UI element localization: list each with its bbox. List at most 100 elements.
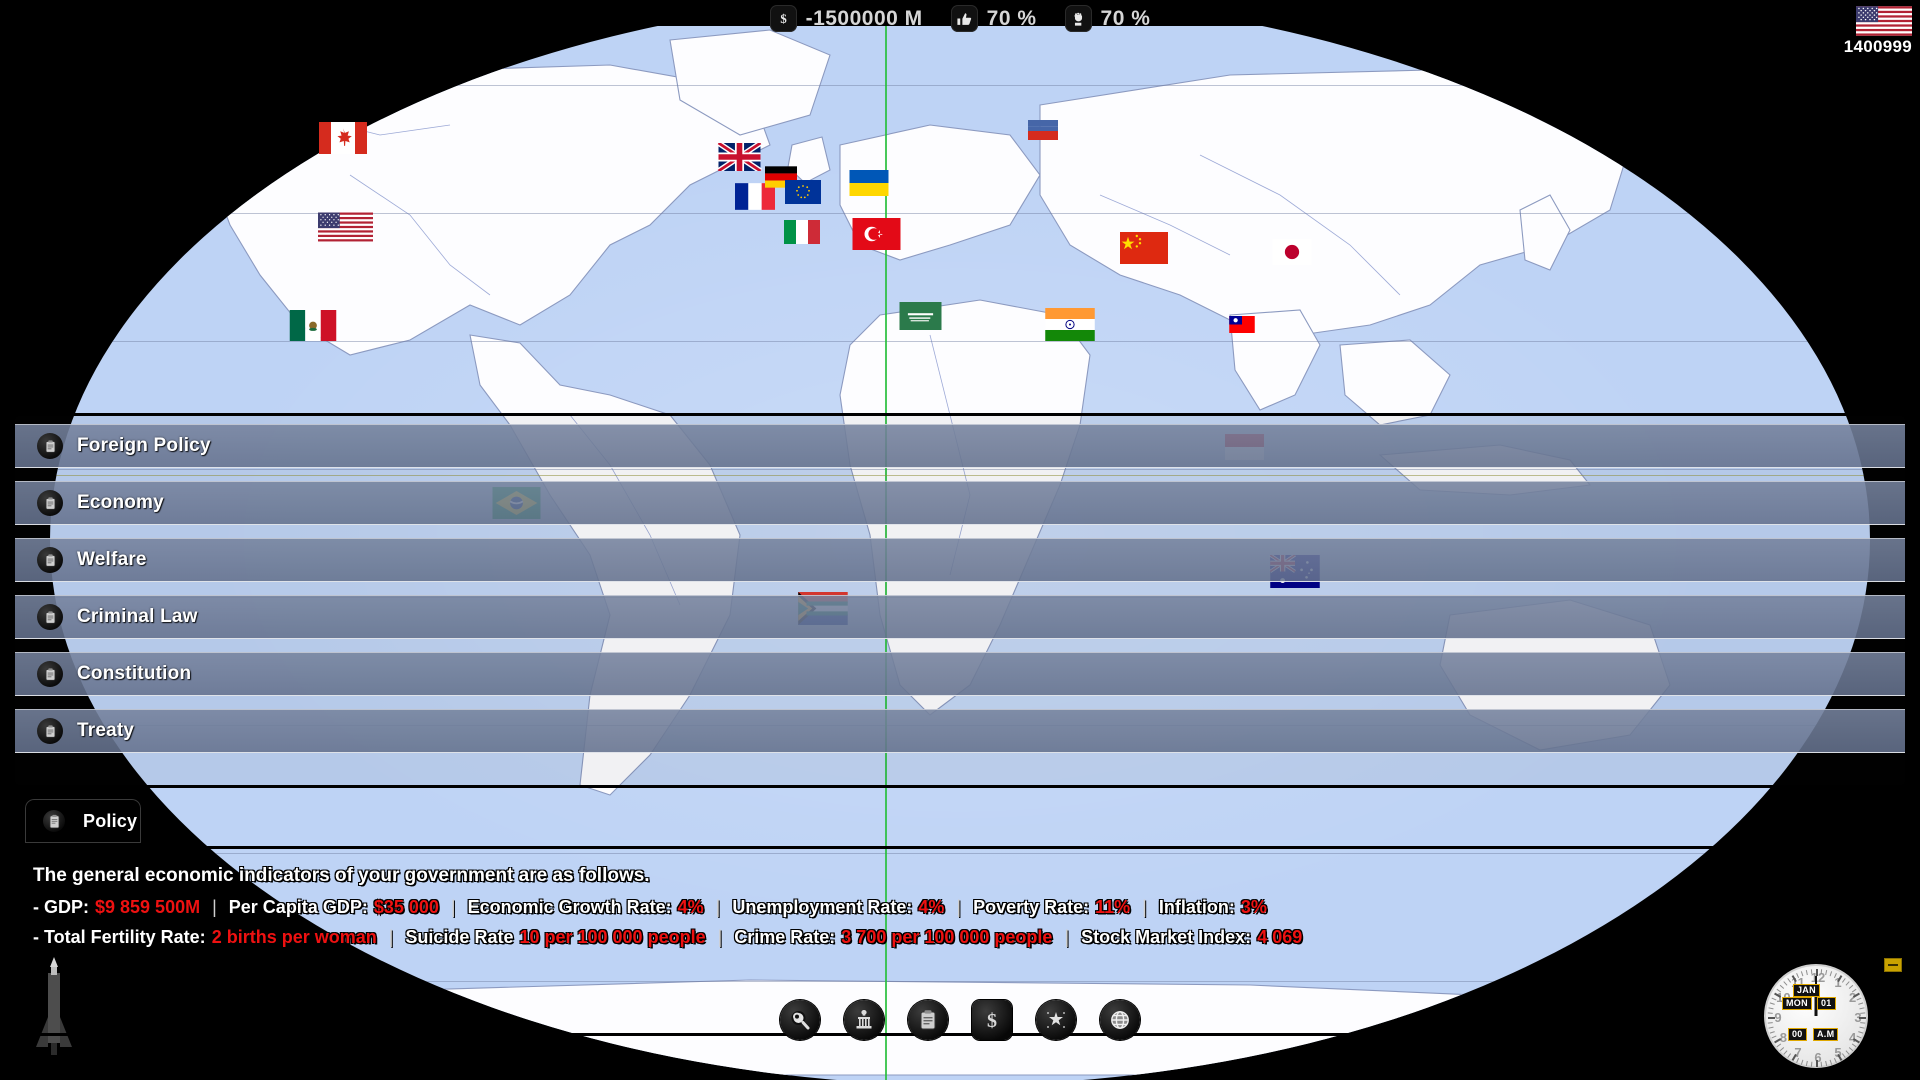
indicator-value: 10 per 100 000 people — [519, 927, 706, 947]
clock-tick — [1800, 1059, 1804, 1065]
clock-tick — [1845, 981, 1850, 986]
clock-tick — [1779, 984, 1785, 989]
map-flag-japan[interactable] — [1271, 239, 1313, 265]
clock-tick — [1859, 1026, 1865, 1029]
indicator-separator: | — [212, 897, 217, 917]
indicator-label: Inflation: — [1158, 897, 1235, 917]
game-clock[interactable]: 121234567891011 JAN MON 01 00 A.M — [1764, 964, 1868, 1068]
indicator-separator: | — [956, 897, 962, 917]
indicator-value: 4 069 — [1257, 927, 1303, 947]
indicator-label: - Total Fertility Rate: — [33, 927, 206, 947]
map-flag-united-kingdom[interactable] — [717, 143, 762, 171]
indicator-label: Unemployment Rate: — [732, 897, 913, 917]
map-flag-russia[interactable] — [1015, 120, 1071, 140]
map-flag-china[interactable] — [1115, 232, 1173, 264]
united-states-flag-icon — [1856, 6, 1912, 36]
menu-item-economy[interactable]: Economy — [15, 481, 1905, 525]
map-flag-germany[interactable] — [765, 164, 797, 190]
menu-item-welfare[interactable]: Welfare — [15, 538, 1905, 582]
indicator-value: 3% — [1240, 897, 1267, 917]
map-flag-european-union[interactable] — [784, 180, 822, 204]
map-flag-taiwan[interactable] — [1228, 316, 1256, 333]
clock-minutes: 00 — [1788, 1028, 1807, 1042]
policy-menu-list: Foreign Policy Economy Welfare Criminal Law… — [15, 424, 1905, 753]
clock-month: JAN — [1793, 984, 1820, 998]
clock-tick — [1805, 969, 1808, 976]
map-flag-united-states[interactable] — [318, 211, 373, 243]
capitol-icon[interactable] — [844, 1000, 884, 1040]
indicator-label: Crime Rate: — [734, 927, 836, 947]
map-flag-canada[interactable] — [318, 122, 368, 154]
clock-numeral: 1 — [1834, 975, 1842, 991]
menu-item-treaty[interactable]: Treaty — [15, 709, 1905, 753]
menu-item-constitution[interactable]: Constitution — [15, 652, 1905, 696]
menu-item-foreign-policy[interactable]: Foreign Policy — [15, 424, 1905, 468]
clock-tick — [1845, 1050, 1850, 1055]
indicator-value: 3 700 per 100 000 people — [841, 927, 1053, 947]
map-flag-mexico[interactable] — [288, 310, 338, 341]
clock-weekday: MON — [1782, 997, 1812, 1011]
menu-item-label: Welfare — [77, 549, 147, 570]
indicator-value: 11% — [1095, 897, 1131, 917]
economic-indicators-panel: The general economic indicators of your … — [12, 846, 1908, 1036]
clock-tick — [1829, 1059, 1833, 1065]
map-flag-france[interactable] — [735, 183, 775, 210]
tab-policy[interactable]: Policy — [22, 796, 144, 846]
indicator-separator: | — [388, 927, 394, 947]
map-flag-italy[interactable] — [784, 219, 820, 245]
menu-item-criminal-law[interactable]: Criminal Law — [15, 595, 1905, 639]
map-flag-ukraine[interactable] — [848, 170, 890, 196]
indicator-label: Per Capita GDP: — [228, 897, 368, 917]
menu-item-label: Foreign Policy — [77, 435, 211, 456]
clock-tick — [1825, 1060, 1828, 1067]
clock-tick — [1769, 1002, 1775, 1005]
magnifier-icon[interactable] — [780, 1000, 820, 1040]
clipboard-icon — [43, 810, 65, 832]
clock-tick — [1859, 1017, 1866, 1019]
clock-numeral: 6 — [1814, 1050, 1822, 1065]
clipboard-icon[interactable] — [908, 1000, 948, 1040]
clock-tick — [1848, 984, 1854, 989]
indicator-value: 2 births per woman — [211, 927, 377, 947]
clock-tick — [1768, 1017, 1775, 1019]
indicator-label: Suicide Rate — [405, 927, 514, 947]
globe-icon[interactable] — [1100, 1000, 1140, 1040]
clock-numeral: 12 — [1810, 970, 1826, 985]
clock-tick — [1796, 1057, 1800, 1063]
clock-tick — [1816, 969, 1818, 976]
dollar-icon[interactable]: $ — [972, 1000, 1012, 1040]
indicator-value: $9 859 500M — [95, 897, 201, 917]
clock-numeral: 3 — [1854, 1010, 1862, 1025]
clock-numeral: 7 — [1794, 1044, 1802, 1060]
clock-tick — [1858, 1002, 1864, 1005]
clipboard-icon — [37, 433, 63, 459]
map-flag-turkey[interactable] — [849, 218, 904, 250]
indicator-separator: | — [1064, 927, 1070, 947]
menu-item-label: Constitution — [77, 663, 192, 684]
indicator-label: Economic Growth Rate: — [467, 897, 672, 917]
indicator-separator: | — [717, 927, 723, 947]
speed-decrease-button[interactable] — [1884, 958, 1902, 972]
map-flag-india[interactable] — [1041, 308, 1099, 341]
menu-item-label: Treaty — [77, 720, 135, 741]
military-star-icon[interactable] — [1036, 1000, 1076, 1040]
indicator-separator: | — [1142, 897, 1147, 917]
clock-tick — [1768, 1026, 1774, 1029]
top-bar — [0, 0, 1920, 26]
clock-numeral: 9 — [1774, 1010, 1782, 1025]
clock-tick — [1767, 1012, 1773, 1014]
clock-numeral: 5 — [1834, 1044, 1842, 1060]
menu-item-label: Criminal Law — [77, 606, 198, 627]
map-flag-saudi-arabia[interactable] — [899, 302, 942, 330]
indicator-label: Poverty Rate: — [973, 897, 1090, 917]
clock-tick — [1816, 1060, 1818, 1067]
clock-tick — [1800, 971, 1804, 977]
clock-numeral: 8 — [1779, 1030, 1787, 1045]
svg-text:$: $ — [987, 1010, 997, 1032]
clock-tick — [1848, 1047, 1854, 1052]
clock-meridiem: A.M — [1813, 1028, 1839, 1042]
clock-date: 01 — [1817, 997, 1836, 1011]
clipboard-icon — [37, 661, 63, 687]
population-count: 1400999 — [1843, 37, 1912, 56]
player-nation[interactable]: 1400999 — [1844, 6, 1912, 57]
